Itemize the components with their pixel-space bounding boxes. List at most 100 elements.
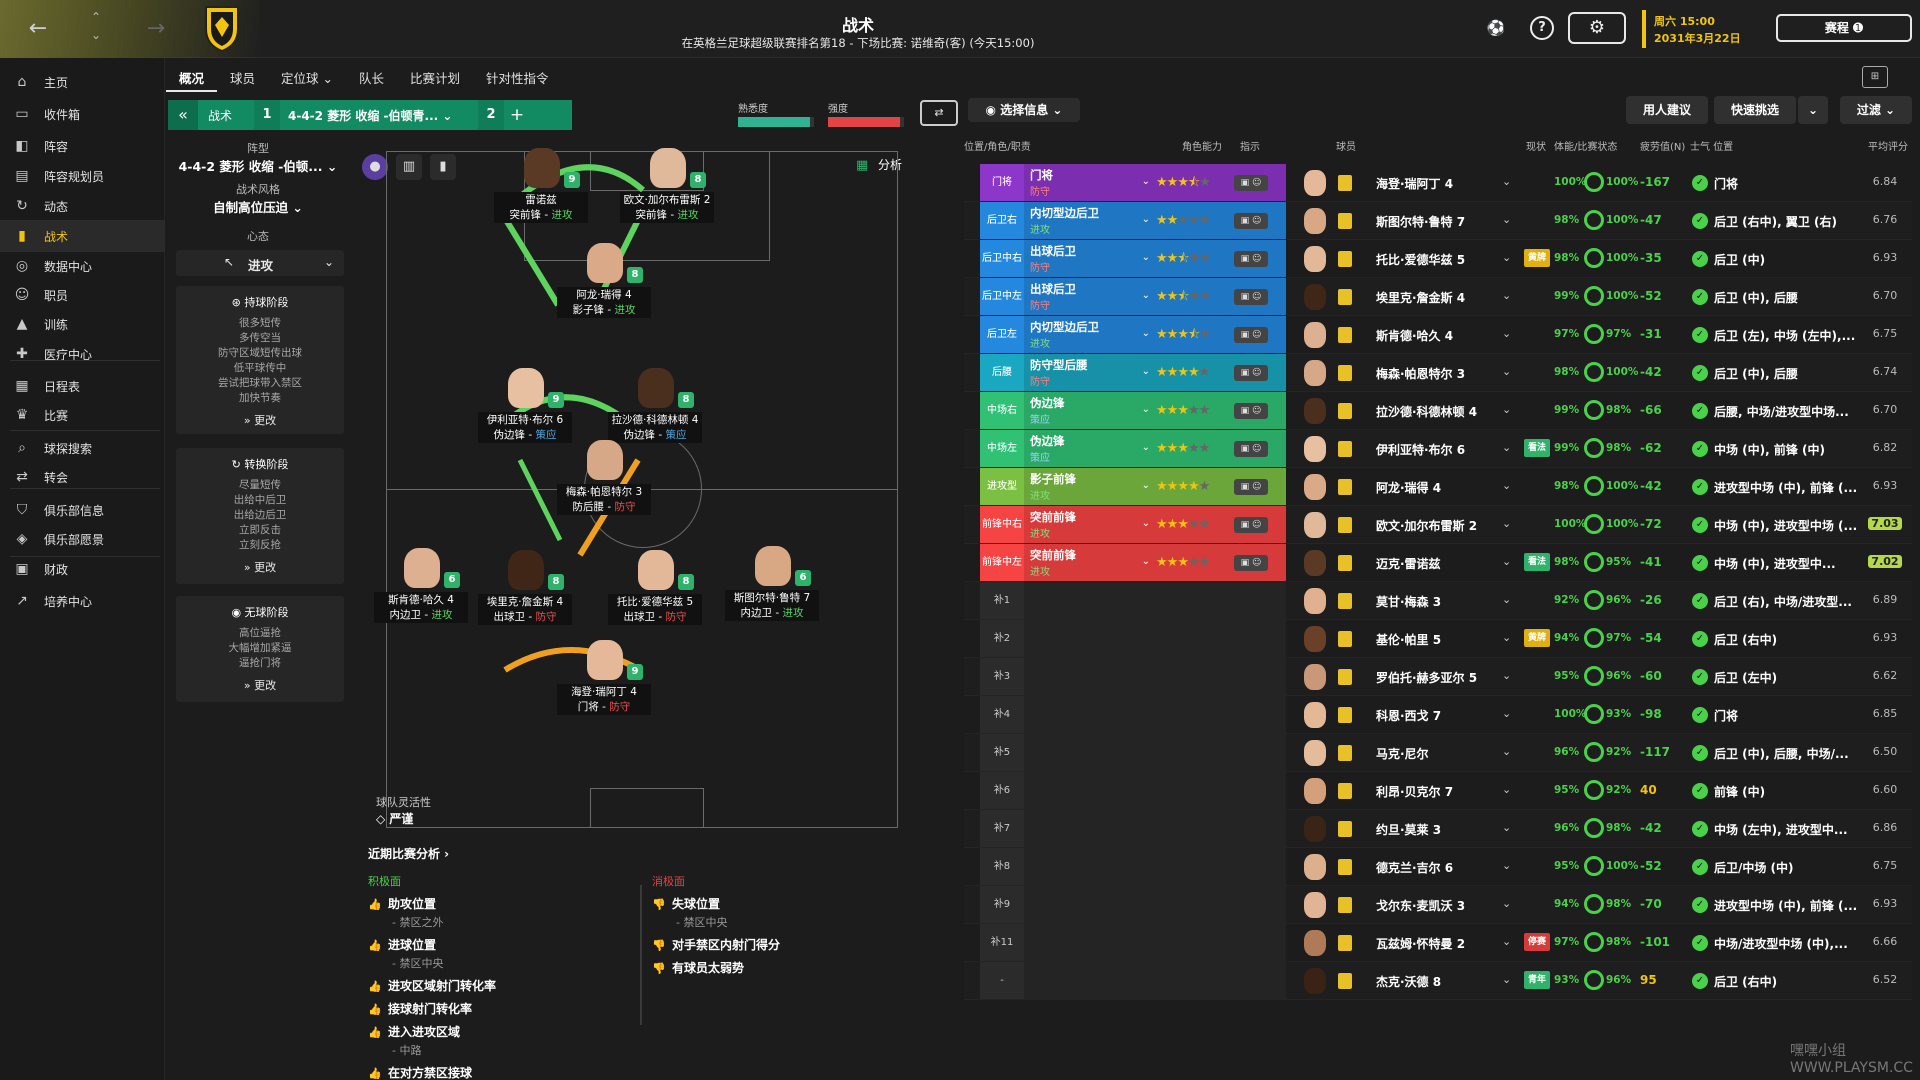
tactic-name-dropdown[interactable]: 4-4-2 菱形 收缩 -伯顿青... ⌄ bbox=[288, 108, 453, 123]
sidebar-item-7[interactable]: ☺ 职员 bbox=[0, 279, 165, 311]
player-name[interactable]: 瓦兹姆·怀特曼 2 bbox=[1376, 937, 1466, 951]
sidebar-item-0[interactable]: ⌂ 主页 bbox=[0, 66, 165, 98]
player-name[interactable]: 马克·尼尔 bbox=[1376, 747, 1429, 761]
player-name[interactable]: 埃里克·詹金斯 4 bbox=[1376, 291, 1466, 305]
player-name[interactable]: 海登·瑞阿丁 4 bbox=[1376, 177, 1454, 191]
player-name[interactable]: 伊利亚特·布尔 6 bbox=[1376, 443, 1466, 457]
filter-button[interactable]: 过滤 ⌄ bbox=[1840, 96, 1912, 124]
style-dropdown[interactable]: 自制高位压迫 ⌄ bbox=[213, 200, 303, 215]
player-name[interactable]: 科恩·西戈 7 bbox=[1376, 709, 1442, 723]
player-instructions-icon[interactable]: ▣ ☺ bbox=[1234, 403, 1268, 419]
chevron-down-icon[interactable]: ⌄ bbox=[1502, 821, 1512, 834]
role-dropdown[interactable]: 突前前锋 进攻 ⌄ bbox=[1024, 544, 1156, 581]
role-dropdown[interactable]: 防守型后腰 防守 ⌄ bbox=[1024, 354, 1156, 391]
pitch-player-role[interactable]: 伪边锋 - 策应 bbox=[478, 428, 572, 443]
table-row[interactable]: 补5 马克·尼尔 ⌄ 96% 92% -117 ✓ 后卫 (中), 后腰, 中场/... 6.5… bbox=[964, 734, 1912, 772]
player-name[interactable]: 戈尔东·麦凯沃 3 bbox=[1376, 899, 1466, 913]
select-info-dropdown[interactable]: ◉ 选择信息 ⌄ bbox=[968, 98, 1080, 122]
pitch-player-role[interactable]: 出球卫 - 防守 bbox=[478, 610, 572, 625]
col-fatigue[interactable]: 疲劳值(N) bbox=[1640, 142, 1686, 153]
in-possession-box[interactable]: ⊛ 持球阶段 很多短传 多传空当 防守区域短传出球 低平球传中 尝试把球带入禁区 加快节奏 »… bbox=[176, 286, 344, 434]
col-average-rating[interactable]: 平均评分 bbox=[1868, 142, 1908, 153]
sidebar-item-5[interactable]: ▮ 战术 bbox=[0, 220, 165, 252]
player-name[interactable]: 梅森·帕恩特尔 3 bbox=[1376, 367, 1466, 381]
sidebar-item-13[interactable]: ⇄ 转会 bbox=[0, 461, 165, 493]
chevron-down-icon[interactable]: ⌄ bbox=[1502, 669, 1512, 682]
table-row[interactable]: 后腰 防守型后腰 防守 ⌄ ★★★★★ ▣ ☺ 梅森·帕恩特尔 3 ⌄ 98% 100% -42 ✓ 后… bbox=[964, 354, 1912, 392]
bar-chart-icon[interactable]: ▥ bbox=[396, 154, 422, 180]
transition-box[interactable]: ↻ 转换阶段 尽量短传 出给中后卫 出给边后卫 立即反击 立刻反抢 » 更改 bbox=[176, 448, 344, 584]
tab-3[interactable]: 队长 bbox=[358, 71, 384, 86]
forward-arrow-icon[interactable]: → bbox=[146, 16, 166, 41]
continue-button[interactable]: 赛程 ➊ bbox=[1776, 14, 1912, 42]
chevron-down-icon[interactable]: ⌄ bbox=[1502, 403, 1512, 416]
pitch-player-role[interactable]: 突前锋 - 进攻 bbox=[494, 208, 588, 223]
col-player[interactable]: 球员 bbox=[1336, 142, 1356, 153]
table-row[interactable]: 后卫右 内切型边后卫 进攻 ⌄ ★★★★★ ▣ ☺ 斯图尔特·鲁特 7 ⌄ 98% 100% -47… bbox=[964, 202, 1912, 240]
sidebar-item-4[interactable]: ↻ 动态 bbox=[0, 190, 165, 222]
player-name[interactable]: 德克兰·吉尔 6 bbox=[1376, 861, 1454, 875]
chevron-down-icon[interactable]: ⌄ bbox=[1502, 327, 1512, 340]
collapse-panel-icon[interactable]: « bbox=[168, 100, 198, 130]
table-row[interactable]: 补9 戈尔东·麦凯沃 3 ⌄ 94% 98% -70 ✓ 进攻型中场 (中), 前锋 (...… bbox=[964, 886, 1912, 924]
chevron-down-icon[interactable]: ⌄ bbox=[1502, 517, 1512, 530]
sidebar-item-12[interactable]: ⌕ 球探搜索 bbox=[0, 432, 165, 464]
role-dropdown[interactable]: 门将 防守 ⌄ bbox=[1024, 164, 1156, 201]
chevron-down-icon[interactable]: ⌄ bbox=[1502, 441, 1512, 454]
pitch-player-role[interactable]: 影子锋 - 进攻 bbox=[557, 303, 651, 318]
sidebar-item-14[interactable]: ⛉ 俱乐部信息 bbox=[0, 494, 165, 526]
back-arrow-icon[interactable]: ← bbox=[28, 16, 48, 41]
mentality-dropdown[interactable]: ↖ 进攻 ⌄ bbox=[176, 250, 344, 276]
role-dropdown[interactable]: 出球后卫 防守 ⌄ bbox=[1024, 240, 1156, 277]
player-name[interactable]: 托比·爱德华兹 5 bbox=[1376, 253, 1466, 267]
table-row[interactable]: 补1 莫甘·梅森 3 ⌄ 92% 96% -26 ✓ 后卫 (右), 中场/进攻型... 6.8… bbox=[964, 582, 1912, 620]
out_possession-change-button[interactable]: » 更改 bbox=[176, 677, 344, 693]
player-name[interactable]: 杰克·沃德 8 bbox=[1376, 975, 1442, 989]
table-row[interactable]: 中场左 伪边锋 策应 ⌄ ★★★★★ ▣ ☺ 伊利亚特·布尔 6 ⌄ 看法 99% 98% -62 ✓ 中… bbox=[964, 430, 1912, 468]
swap-tactic-icon[interactable]: ⇄ bbox=[920, 100, 958, 126]
player-info-icon[interactable]: ● bbox=[362, 154, 388, 180]
pitch-player-role[interactable]: 内边卫 - 进攻 bbox=[725, 606, 819, 621]
tab-0[interactable]: 概况 bbox=[166, 62, 218, 92]
formation-dropdown[interactable]: 4-4-2 菱形 收缩 -伯顿... ⌄ bbox=[178, 159, 338, 174]
table-row[interactable]: 后卫中右 出球后卫 防守 ⌄ ★★⯪★★ ▣ ☺ 托比·爱德华兹 5 ⌄ 黄牌 98% 100% -3… bbox=[964, 240, 1912, 278]
chevron-down-icon[interactable]: ⌄ bbox=[1502, 745, 1512, 758]
table-row[interactable]: 后卫中左 出球后卫 防守 ⌄ ★★⯪★★ ▣ ☺ 埃里克·詹金斯 4 ⌄ 99% 100% -52 ✓… bbox=[964, 278, 1912, 316]
up-down-arrows-icon[interactable]: ⌃ ⌄ bbox=[90, 10, 102, 42]
sidebar-item-8[interactable]: ▲ 训练 bbox=[0, 308, 165, 340]
chevron-down-icon[interactable]: ⌄ bbox=[1502, 365, 1512, 378]
tab-2[interactable]: 定位球 ⌄ bbox=[281, 71, 333, 86]
tab-1[interactable]: 球员 bbox=[230, 71, 256, 86]
chevron-down-icon[interactable]: ⌄ bbox=[1502, 593, 1512, 606]
player-name[interactable]: 基伦·帕里 5 bbox=[1376, 633, 1442, 647]
chevron-down-icon[interactable]: ⌄ bbox=[1502, 555, 1512, 568]
sidebar-item-16[interactable]: ▣ 财政 bbox=[0, 553, 165, 585]
intensity-meter[interactable] bbox=[828, 117, 904, 127]
player-instructions-icon[interactable]: ▣ ☺ bbox=[1234, 555, 1268, 571]
player-instructions-icon[interactable]: ▣ ☺ bbox=[1234, 251, 1268, 267]
table-row[interactable]: - 杰克·沃德 8 ⌄ 青年 93% 96% 95 ✓ 后卫 (右中) 6.52 bbox=[964, 962, 1912, 1000]
out-possession-box[interactable]: ◉ 无球阶段 高位逼抢 大幅增加紧逼 逼抢门将 » 更改 bbox=[176, 596, 344, 702]
role-dropdown[interactable]: 突前前锋 进攻 ⌄ bbox=[1024, 506, 1156, 543]
player-name[interactable]: 利昂·贝克尔 7 bbox=[1376, 785, 1454, 799]
tactic-slot-2[interactable]: 2 bbox=[478, 100, 504, 130]
shirt-number-icon[interactable]: ▮ bbox=[430, 154, 456, 180]
transition-change-button[interactable]: » 更改 bbox=[176, 559, 344, 575]
player-instructions-icon[interactable]: ▣ ☺ bbox=[1234, 289, 1268, 305]
sidebar-item-6[interactable]: ◎ 数据中心 bbox=[0, 250, 165, 282]
pitch-player-role[interactable]: 门将 - 防守 bbox=[557, 700, 651, 715]
quick-pick-button[interactable]: 快速挑选 bbox=[1714, 96, 1796, 124]
chevron-down-icon[interactable]: ⌄ bbox=[1502, 897, 1512, 910]
tactic-slot-1[interactable]: 1 bbox=[254, 100, 280, 130]
pitch-player-role[interactable]: 突前锋 - 进攻 bbox=[620, 208, 714, 223]
player-name[interactable]: 罗伯托·赫多亚尔 5 bbox=[1376, 671, 1478, 685]
analysis-title[interactable]: 近期比赛分析 › bbox=[368, 847, 450, 861]
settings-gear-icon[interactable]: ⚙ bbox=[1568, 12, 1626, 44]
role-dropdown[interactable]: 伪边锋 策应 ⌄ bbox=[1024, 392, 1156, 429]
pitch-player-role[interactable]: 内边卫 - 进攻 bbox=[374, 608, 468, 623]
player-name[interactable]: 斯图尔特·鲁特 7 bbox=[1376, 215, 1466, 229]
role-dropdown[interactable]: 内切型边后卫 进攻 ⌄ bbox=[1024, 316, 1156, 353]
player-name[interactable]: 欧文·加尔布雷斯 2 bbox=[1376, 519, 1478, 533]
player-name[interactable]: 迈克·雷诺兹 bbox=[1376, 557, 1441, 571]
